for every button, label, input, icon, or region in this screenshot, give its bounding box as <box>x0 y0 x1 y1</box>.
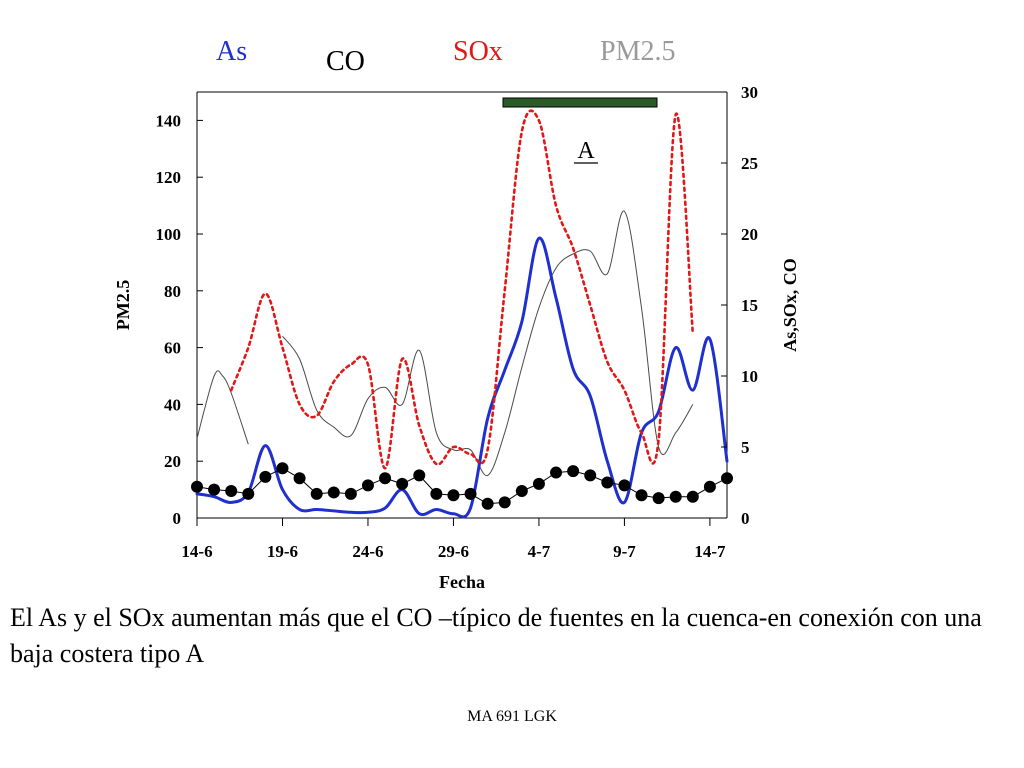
y-left-tick-label: 120 <box>156 168 182 187</box>
y-axis-right-label: As,SOx, CO <box>780 258 800 352</box>
footer-text: MA 691 LGK <box>467 708 557 725</box>
series-point-co <box>601 476 614 489</box>
y-left-tick-label: 0 <box>173 509 182 528</box>
series-point-co <box>430 487 443 500</box>
series-point-co <box>242 487 255 500</box>
ticks-layer: 0 20 40 60 80 100 120 140 0 5 10 15 20 25 30 14-6 19-6 24… <box>156 83 759 561</box>
series-point-co <box>259 470 272 483</box>
y-left-tick-label: 80 <box>164 282 181 301</box>
x-tick-label: 14-7 <box>694 542 726 561</box>
x-tick-label: 24-6 <box>352 542 383 561</box>
series-point-co <box>327 486 340 499</box>
legend-pm25: PM2.5 <box>600 36 676 67</box>
series-layer <box>191 109 733 519</box>
y-left-tick-label: 140 <box>156 111 182 130</box>
series-point-co <box>225 485 238 498</box>
series-point-co <box>464 487 477 500</box>
series-point-co <box>515 485 528 498</box>
series-point-co <box>413 469 426 482</box>
y-axis-left-label: PM2.5 <box>113 280 133 330</box>
chart-svg: 0 20 40 60 80 100 120 140 0 5 10 15 20 25 30 14-6 19-6 24… <box>113 83 800 590</box>
y-left-tick-label: 20 <box>164 452 181 471</box>
y-right-tick-label: 10 <box>741 367 758 386</box>
series-point-co <box>703 480 716 493</box>
series-point-co <box>532 477 545 490</box>
legend-as: As <box>216 36 248 67</box>
series-point-co <box>344 487 357 500</box>
legend-co: CO <box>326 46 365 77</box>
series-point-co <box>379 472 392 485</box>
y-right-tick-label: 30 <box>741 83 758 102</box>
caption-text: El As y el SOx aumentan más que el CO –t… <box>10 603 982 668</box>
series-point-co <box>584 469 597 482</box>
series-point-co <box>191 480 203 493</box>
series-point-co <box>498 496 511 509</box>
x-tick-label: 19-6 <box>267 542 298 561</box>
x-tick-label: 14-6 <box>181 542 212 561</box>
series-line-pm25 <box>196 370 249 445</box>
y-right-tick-label: 0 <box>741 509 750 528</box>
series-point-co <box>310 487 323 500</box>
y-right-tick-label: 15 <box>741 296 758 315</box>
legend-sox: SOx <box>453 36 503 67</box>
y-right-tick-label: 20 <box>741 225 758 244</box>
series-point-co <box>293 472 306 485</box>
series-point-co <box>276 462 289 475</box>
series-point-co <box>721 472 733 485</box>
y-right-tick-label: 5 <box>741 438 750 457</box>
series-point-co <box>481 497 494 510</box>
series-point-co <box>447 489 460 502</box>
series-point-co <box>550 466 563 479</box>
x-tick-label: 4-7 <box>528 542 551 561</box>
x-tick-label: 9-7 <box>613 542 636 561</box>
series-point-co <box>618 479 631 492</box>
y-right-tick-label: 25 <box>741 154 758 173</box>
y-left-tick-label: 100 <box>156 225 182 244</box>
series-point-co <box>396 477 409 490</box>
series-line-pm25 <box>282 210 694 476</box>
x-axis-label: Fecha <box>439 572 485 590</box>
series-point-co <box>669 490 682 503</box>
period-bar <box>502 97 658 108</box>
series-line-sox <box>229 109 695 470</box>
series-point-co <box>652 492 665 505</box>
series-point-co <box>567 465 580 478</box>
annotation-label: A <box>577 138 595 164</box>
y-left-tick-label: 40 <box>164 395 181 414</box>
series-point-co <box>361 479 374 492</box>
series-point-co <box>635 489 648 502</box>
series-point-co <box>686 490 699 503</box>
x-tick-label: 29-6 <box>438 542 469 561</box>
y-left-tick-label: 60 <box>164 339 181 358</box>
series-point-co <box>208 483 221 496</box>
series-line-as <box>195 236 729 519</box>
